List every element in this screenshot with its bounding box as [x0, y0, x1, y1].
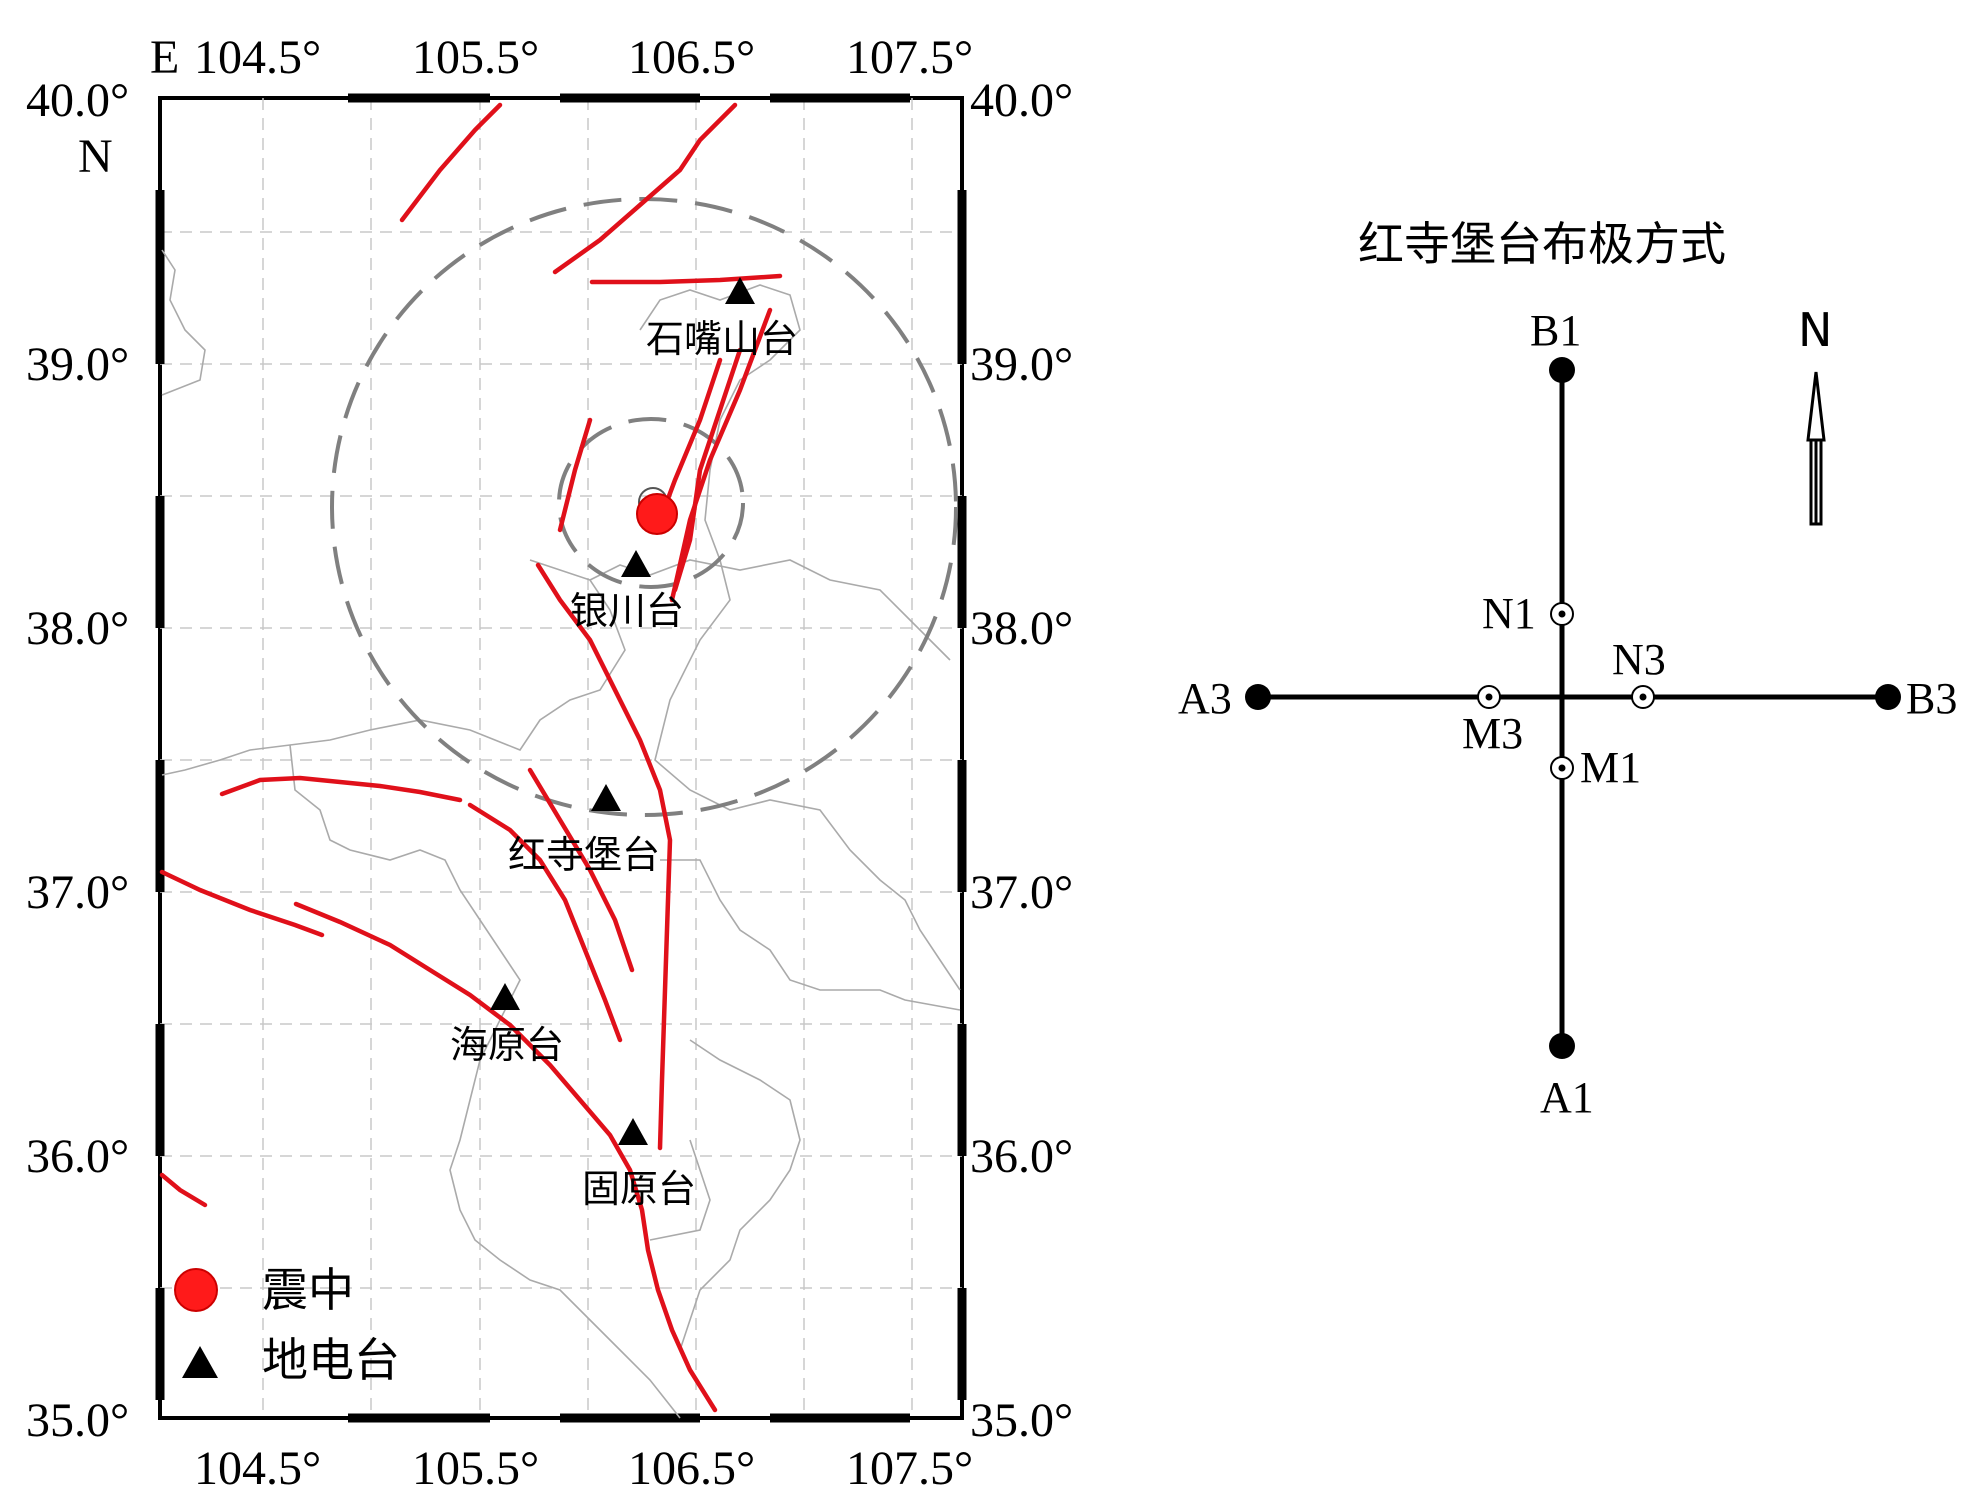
measuring-electrodes: [1477, 602, 1655, 780]
electrode-b3: [1875, 684, 1901, 710]
lat-tick-left: 39.0°: [26, 338, 129, 391]
north-arrow-label: N: [1798, 303, 1832, 357]
lon-tick-bottom: 106.5°: [628, 1442, 755, 1495]
station-guyuan-marker: [618, 1118, 648, 1145]
lat-tick-right: 37.0°: [970, 866, 1073, 919]
lat-tick-left: 35.0°: [26, 1394, 129, 1447]
lat-tick-right: 38.0°: [970, 602, 1073, 655]
electrode-label-b1: B1: [1530, 306, 1581, 355]
station-yinchuan-marker: [621, 550, 651, 577]
station-markers: [490, 277, 755, 1145]
lon-tick-top: 105.5°: [412, 31, 539, 84]
map-grid: [160, 98, 962, 1418]
electrode-label-m3: M3: [1462, 709, 1523, 758]
station-label: 银川台: [570, 589, 684, 633]
current-electrodes: [1245, 357, 1901, 1059]
electrode-a1: [1549, 1033, 1575, 1059]
station-label: 石嘴山台: [646, 317, 798, 361]
lon-tick-bottom: 104.5°: [194, 1442, 321, 1495]
lat-tick-left: 37.0°: [26, 866, 129, 919]
legend-station-label: 地电台: [262, 1333, 400, 1387]
lat-tick-right: 40.0°: [970, 74, 1073, 127]
legend-epicenter-label: 震中: [262, 1263, 354, 1317]
map-frame-bars: [155, 93, 967, 1423]
lat-tick-left: 40.0°: [26, 74, 129, 127]
north-label: N: [78, 130, 113, 183]
lon-tick-bottom: 107.5°: [846, 1442, 973, 1495]
lat-tick-right: 35.0°: [970, 1394, 1073, 1447]
station-label: 红寺堡台: [508, 833, 660, 877]
epicenter-marker: [636, 487, 678, 535]
fault-lines: [159, 102, 783, 1413]
lat-tick-left: 36.0°: [26, 1130, 129, 1183]
station-haiyuan-marker: [490, 983, 520, 1010]
map-legend: 震中 地电台: [174, 1263, 400, 1387]
map-frame: [158, 96, 964, 1420]
electrode-label-n1: N1: [1482, 589, 1536, 638]
electrode-layout-panel: 红寺堡台布极方式 N B1 A1: [1178, 217, 1957, 1122]
electrode-label-b3: B3: [1906, 674, 1957, 723]
electrode-label-n3: N3: [1612, 635, 1666, 684]
electrode-label-a1: A1: [1540, 1073, 1594, 1122]
lon-tick-top: 107.5°: [846, 31, 973, 84]
legend-epicenter-symbol: [174, 1268, 218, 1312]
station-hongsibu-marker: [591, 784, 621, 811]
lon-tick-bottom: 105.5°: [412, 1442, 539, 1495]
north-arrow-icon: [1806, 371, 1826, 526]
lat-tick-left: 38.0°: [26, 602, 129, 655]
lon-tick-top: 104.5°: [194, 31, 321, 84]
station-label: 固原台: [582, 1167, 696, 1211]
station-shizuishan-marker: [725, 277, 755, 304]
layout-title: 红寺堡台布极方式: [1358, 217, 1726, 271]
legend-station-symbol: [182, 1346, 218, 1378]
station-label: 海原台: [450, 1023, 564, 1067]
lat-tick-right: 36.0°: [970, 1130, 1073, 1183]
electrode-label-a3: A3: [1178, 674, 1232, 723]
electrode-label-m1: M1: [1580, 743, 1641, 792]
lat-tick-right: 39.0°: [970, 338, 1073, 391]
electrode-a3: [1245, 684, 1271, 710]
electrode-b1: [1549, 357, 1575, 383]
inner-distance-circle: [557, 417, 745, 589]
lon-tick-top: 106.5°: [628, 31, 755, 84]
map-panel: 石嘴山台 银川台 红寺堡台 海原台 固原台 震中 地电台 E 104.5° 10…: [26, 31, 1073, 1495]
east-label: E: [150, 31, 179, 84]
